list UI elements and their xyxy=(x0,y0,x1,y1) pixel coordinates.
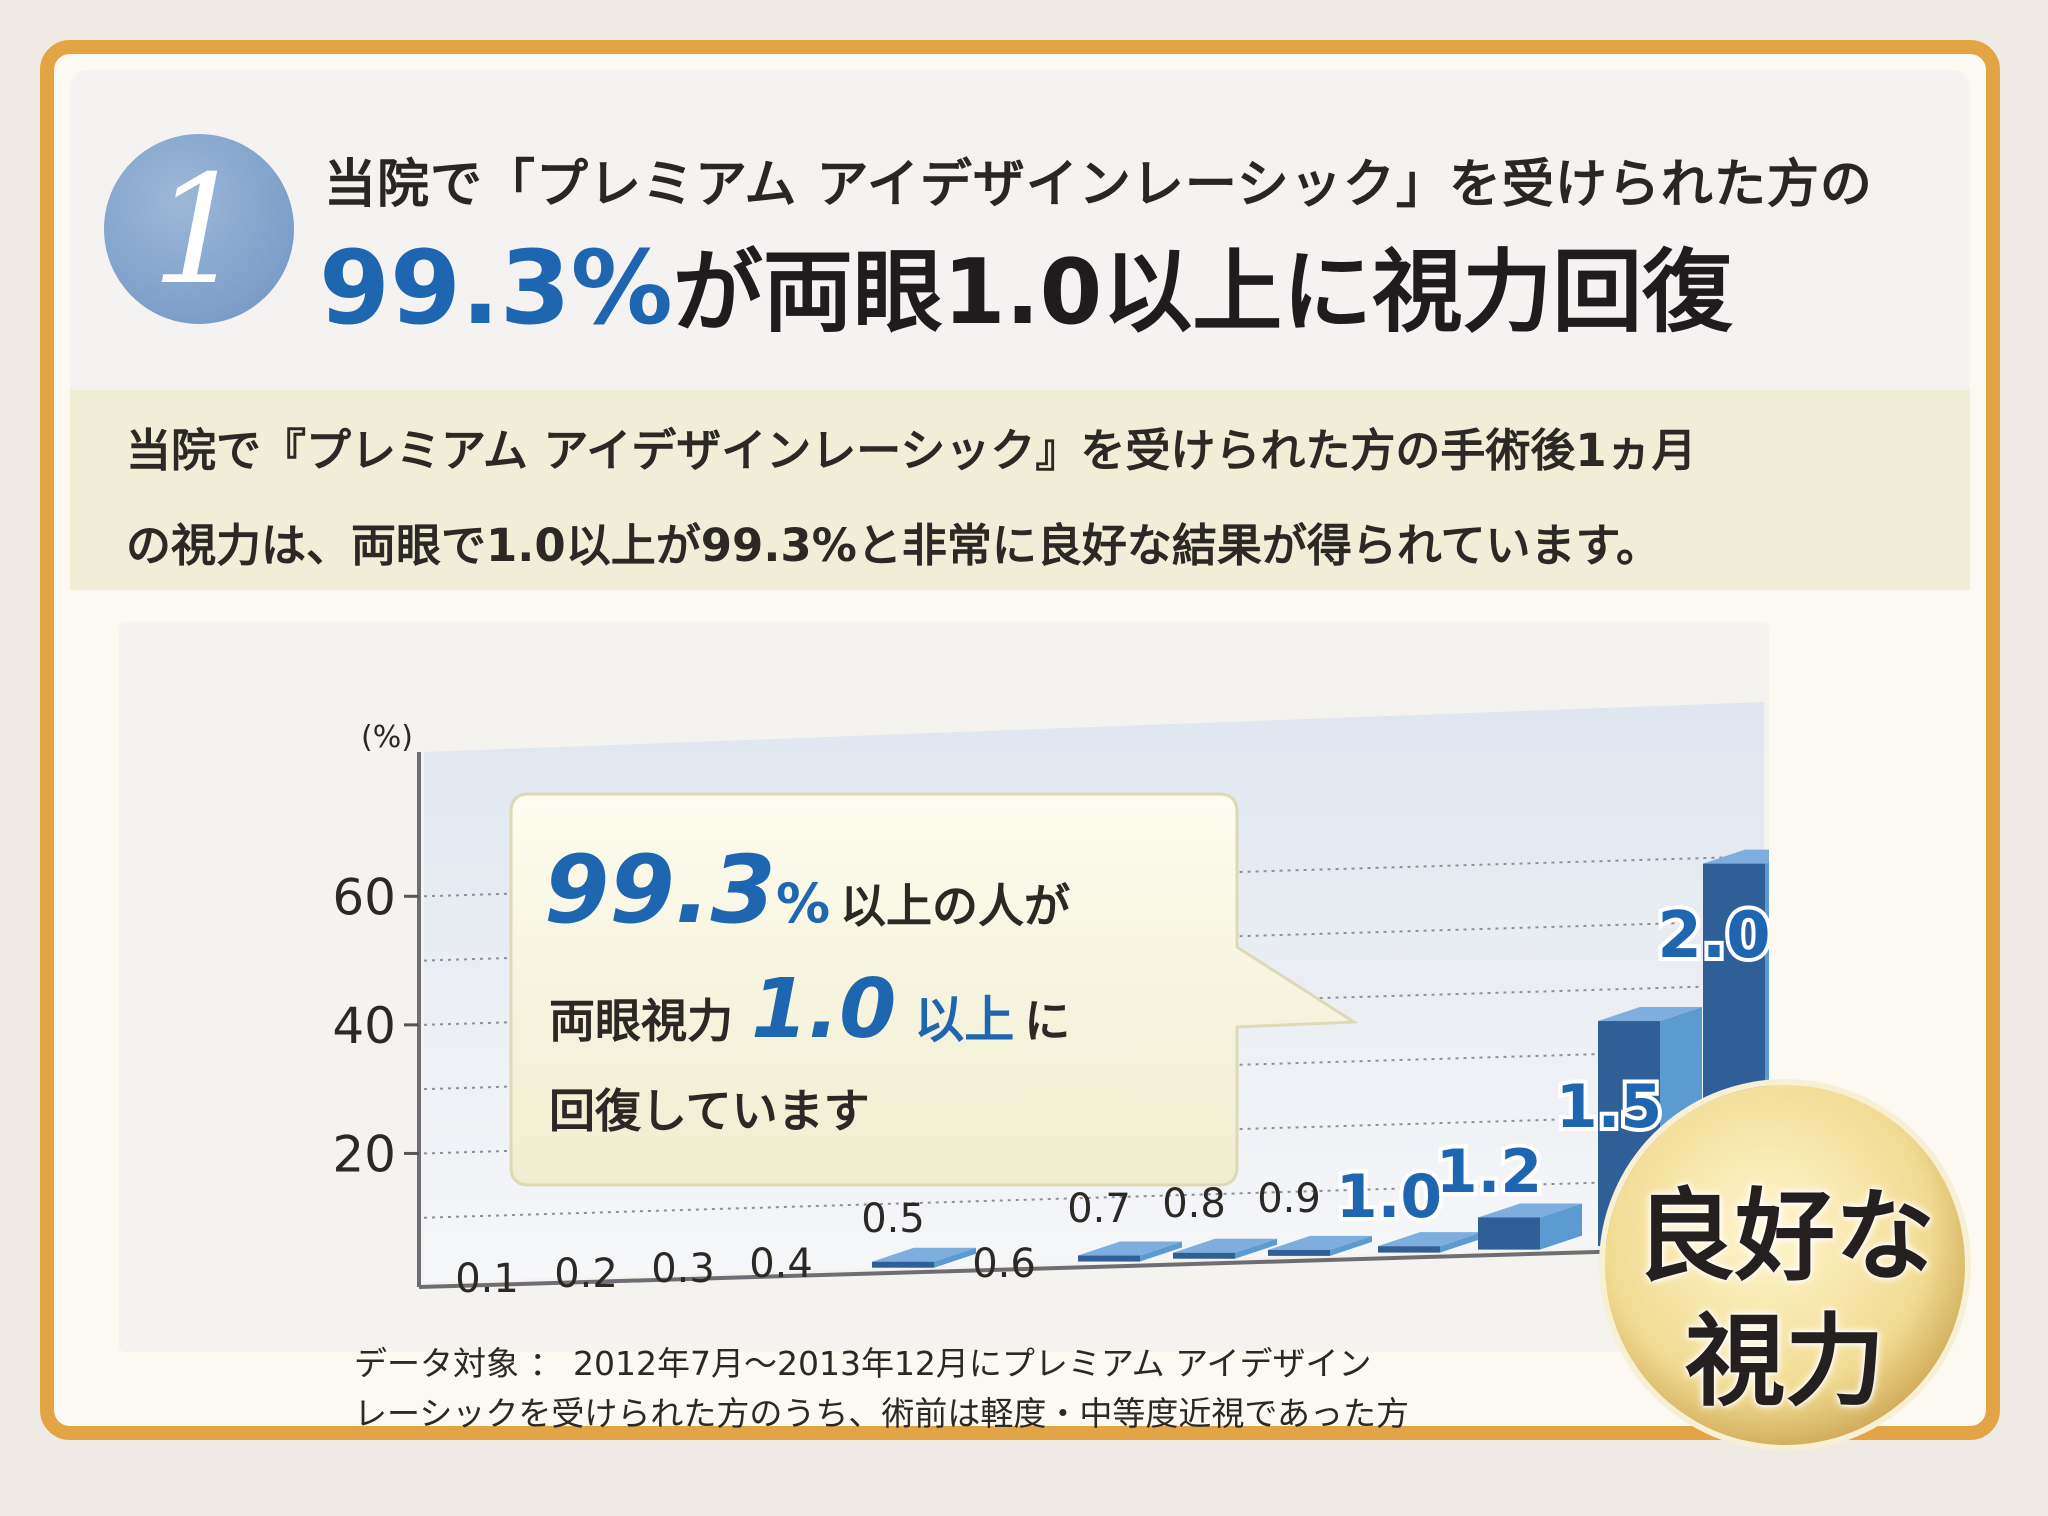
category-label-0.7: 0.7 xyxy=(1067,1186,1131,1232)
callout-bubble xyxy=(509,792,1359,1187)
category-label-0.5: 0.5 xyxy=(861,1196,925,1242)
category-label-1.5: 1.5 xyxy=(1556,1072,1662,1142)
vision-bar-chart: 20 40 60 (%) 0.1 0.2 0.3 0.4 0.5 0.6 0.7 0.8 0.9 1.0… xyxy=(332,702,1769,1302)
headline: 99.3%が両眼1.0以上に視力回復 xyxy=(319,219,1732,349)
category-label-0.1: 0.1 xyxy=(455,1256,519,1302)
bar-top-2.0 xyxy=(1703,849,1769,864)
callout-percent-sign: % xyxy=(776,872,830,935)
callout-percent-number: 99.3 xyxy=(544,836,776,945)
callout-line-1-suffix: 以上の人が xyxy=(840,879,1070,933)
y-tick-label: 60 xyxy=(332,868,396,926)
y-axis-label: (%) xyxy=(361,720,413,755)
chart-panel: 20 40 60 (%) 0.1 0.2 0.3 0.4 0.5 0.6 0.7 0.8 0.9 1.0… xyxy=(119,622,1769,1352)
section-number-circle: 1 xyxy=(104,134,294,324)
bar-top-0.7 xyxy=(1078,1241,1182,1256)
footnote-line-1: データ対象 ： 2012年7月～2013年12月にプレミアム アイデザイン xyxy=(354,1344,1372,1383)
good-vision-badge: 良好な 視力 xyxy=(1605,1085,1965,1445)
callout-line-2-value: 1.0 xyxy=(751,962,896,1057)
category-label-0.2: 0.2 xyxy=(554,1251,618,1297)
callout-line-1: 99.3% 以上の人が xyxy=(544,836,1070,945)
bar-top-1.0 xyxy=(1378,1232,1482,1247)
category-label-0.9: 0.9 xyxy=(1257,1176,1321,1222)
badge-line-1: 良好な xyxy=(1635,1178,1935,1295)
description-band xyxy=(70,390,1970,590)
header-band xyxy=(70,70,1970,390)
section-number: 1 xyxy=(151,144,247,318)
callout-line-2-ijou: 以上 xyxy=(914,991,1014,1049)
category-label-0.6: 0.6 xyxy=(972,1241,1036,1287)
bar-side-1.2 xyxy=(1540,1203,1582,1250)
bar-0.8 xyxy=(1173,1252,1235,1259)
bar-top-0.9 xyxy=(1268,1235,1372,1250)
callout: 99.3% 以上の人が 両眼視力 1.0 以上に 回復しています xyxy=(509,792,1359,1187)
bar-side-1.0 xyxy=(1440,1232,1482,1253)
y-tick-label: 20 xyxy=(332,1125,396,1183)
category-label-0.8: 0.8 xyxy=(1162,1181,1226,1227)
category-label-0.3: 0.3 xyxy=(651,1246,715,1292)
bar-top-0.8 xyxy=(1173,1238,1277,1253)
category-label-0.4: 0.4 xyxy=(749,1241,813,1287)
headline-percent: 99.3% xyxy=(319,229,673,348)
callout-line-2: 両眼視力 1.0 以上に xyxy=(549,962,1070,1057)
bar-top-1.5 xyxy=(1598,1007,1702,1022)
bar-1.2 xyxy=(1478,1217,1540,1250)
bar-side-0.9 xyxy=(1330,1235,1372,1256)
callout-line-2-prefix: 両眼視力 xyxy=(549,994,733,1048)
bar-1.0 xyxy=(1378,1246,1440,1253)
callout-line-3: 回復しています xyxy=(549,1084,870,1138)
info-card: 1 当院で「プレミアム アイデザインレーシック」を受けられた方の 99.3%が両… xyxy=(40,40,2000,1440)
bar-0.5 xyxy=(872,1261,934,1268)
badge-line-2: 視力 xyxy=(1685,1303,1885,1420)
bar-side-0.8 xyxy=(1235,1238,1277,1259)
x-axis-line xyxy=(418,1245,1765,1289)
category-label-1.2: 1.2 xyxy=(1436,1137,1542,1207)
category-label-2.0: 2.0 xyxy=(1657,899,1769,973)
bar-side-0.5 xyxy=(934,1247,976,1268)
bar-0.9 xyxy=(1268,1249,1330,1256)
callout-line-2-ni: に xyxy=(1024,994,1070,1048)
footnote-line-2: レーシックを受けられた方のうち、術前は軽度・中等度近視であった方 xyxy=(354,1394,1410,1433)
header-line: 当院で「プレミアム アイデザインレーシック」を受けられた方の xyxy=(324,155,1873,215)
bar-0.7 xyxy=(1078,1255,1140,1262)
bar-side-0.7 xyxy=(1140,1241,1182,1262)
description-line-2: の視力は、両眼で1.0以上が99.3%と非常に良好な結果が得られています。 xyxy=(126,519,1661,572)
y-tick-label: 40 xyxy=(332,997,396,1055)
description-line-1: 当院で『プレミアム アイデザインレーシック』を受けられた方の手術後1ヵ月 xyxy=(126,424,1697,477)
bar-top-0.5 xyxy=(872,1247,976,1262)
bar-top-1.2 xyxy=(1478,1203,1582,1218)
headline-text: が両眼1.0以上に視力回復 xyxy=(672,240,1733,345)
category-label-1.0: 1.0 xyxy=(1336,1162,1442,1232)
